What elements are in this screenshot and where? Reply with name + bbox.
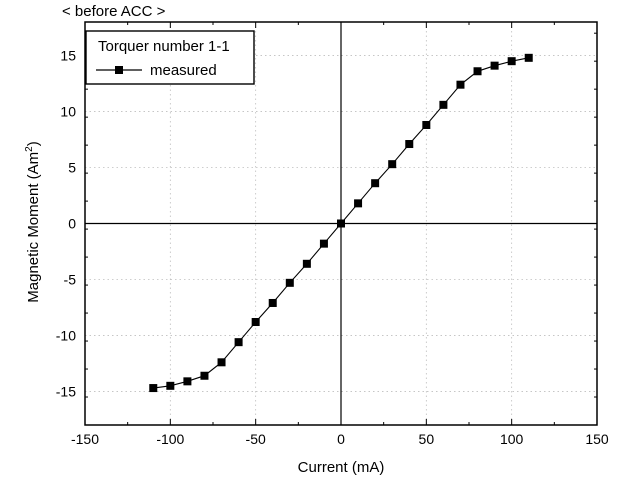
legend-series-label: measured [150,62,217,79]
chart-title: < before ACC > [62,3,166,20]
legend-box [85,30,255,85]
data-point [251,318,260,327]
data-point [371,179,380,188]
data-point [439,100,448,109]
legend-title: Torquer number 1-1 [98,38,230,55]
y-axis-label-main: Magnetic Moment (Am [25,152,42,303]
y-axis-label-close: ) [25,141,42,146]
y-axis-label-superscript: 2 [24,146,35,152]
y-tick-label: -10 [56,327,76,343]
y-axis-label: Magnetic Moment (Am2) [24,141,42,302]
x-tick-label: -150 [71,431,99,447]
series-points [149,53,533,393]
x-tick-label: -50 [246,431,266,447]
x-tick-label: 50 [419,431,435,447]
y-tick-label: 10 [60,104,76,120]
data-point [354,199,363,208]
x-tick-label: 0 [337,431,345,447]
data-point [524,53,533,62]
data-point [200,371,209,380]
y-tick-label: 0 [68,216,76,232]
x-tick-label: 150 [585,431,609,447]
y-tick-label: -15 [56,383,76,399]
x-tick-label: -100 [156,431,184,447]
data-point [319,239,328,248]
data-point [166,381,175,390]
data-point [234,338,243,347]
legend-marker [115,66,123,74]
data-point [268,298,277,307]
data-point [149,384,158,393]
data-point [405,140,414,149]
x-axis-label: Current (mA) [298,459,385,476]
y-tick-label: 15 [60,48,76,64]
data-point [388,160,397,169]
y-tick-label: -5 [64,271,77,287]
data-point [183,377,192,386]
data-point [490,61,499,70]
data-point [337,219,345,228]
y-tick-label: 5 [68,160,76,176]
data-point [285,278,294,287]
data-point [507,57,516,66]
data-point [473,67,482,76]
data-point [302,259,311,268]
data-point [422,120,431,129]
data-point [456,80,465,89]
legend: Torquer number 1-1 measured [85,30,255,85]
data-point [217,358,226,367]
x-tick-label: 100 [500,431,524,447]
